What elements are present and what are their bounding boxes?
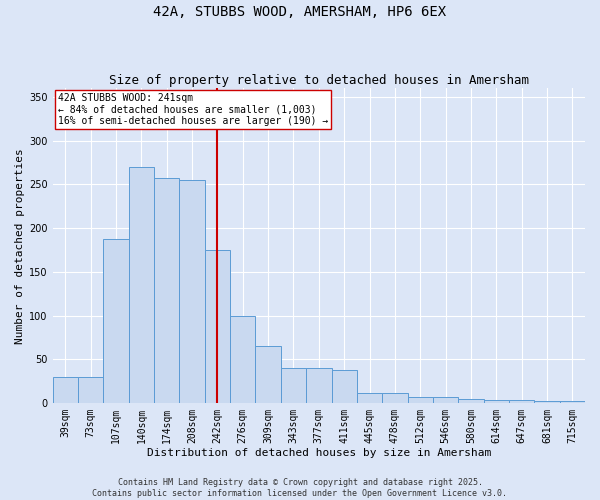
Text: Contains HM Land Registry data © Crown copyright and database right 2025.
Contai: Contains HM Land Registry data © Crown c… xyxy=(92,478,508,498)
Bar xyxy=(256,346,281,403)
Bar xyxy=(535,402,560,403)
Title: Size of property relative to detached houses in Amersham: Size of property relative to detached ho… xyxy=(109,74,529,87)
Bar xyxy=(129,167,154,403)
Y-axis label: Number of detached properties: Number of detached properties xyxy=(15,148,25,344)
X-axis label: Distribution of detached houses by size in Amersham: Distribution of detached houses by size … xyxy=(147,448,491,458)
Bar xyxy=(509,400,535,403)
Bar xyxy=(357,392,382,403)
Bar xyxy=(560,402,585,403)
Bar xyxy=(179,180,205,403)
Text: 42A STUBBS WOOD: 241sqm
← 84% of detached houses are smaller (1,003)
16% of semi: 42A STUBBS WOOD: 241sqm ← 84% of detache… xyxy=(58,93,328,126)
Bar xyxy=(230,316,256,403)
Bar xyxy=(205,250,230,403)
Bar xyxy=(407,397,433,403)
Bar xyxy=(332,370,357,403)
Bar xyxy=(103,238,129,403)
Bar xyxy=(154,178,179,403)
Bar xyxy=(433,397,458,403)
Bar xyxy=(53,377,78,403)
Bar xyxy=(78,377,103,403)
Bar xyxy=(281,368,306,403)
Bar xyxy=(484,400,509,403)
Text: 42A, STUBBS WOOD, AMERSHAM, HP6 6EX: 42A, STUBBS WOOD, AMERSHAM, HP6 6EX xyxy=(154,5,446,19)
Bar xyxy=(382,392,407,403)
Bar xyxy=(306,368,332,403)
Bar xyxy=(458,399,484,403)
